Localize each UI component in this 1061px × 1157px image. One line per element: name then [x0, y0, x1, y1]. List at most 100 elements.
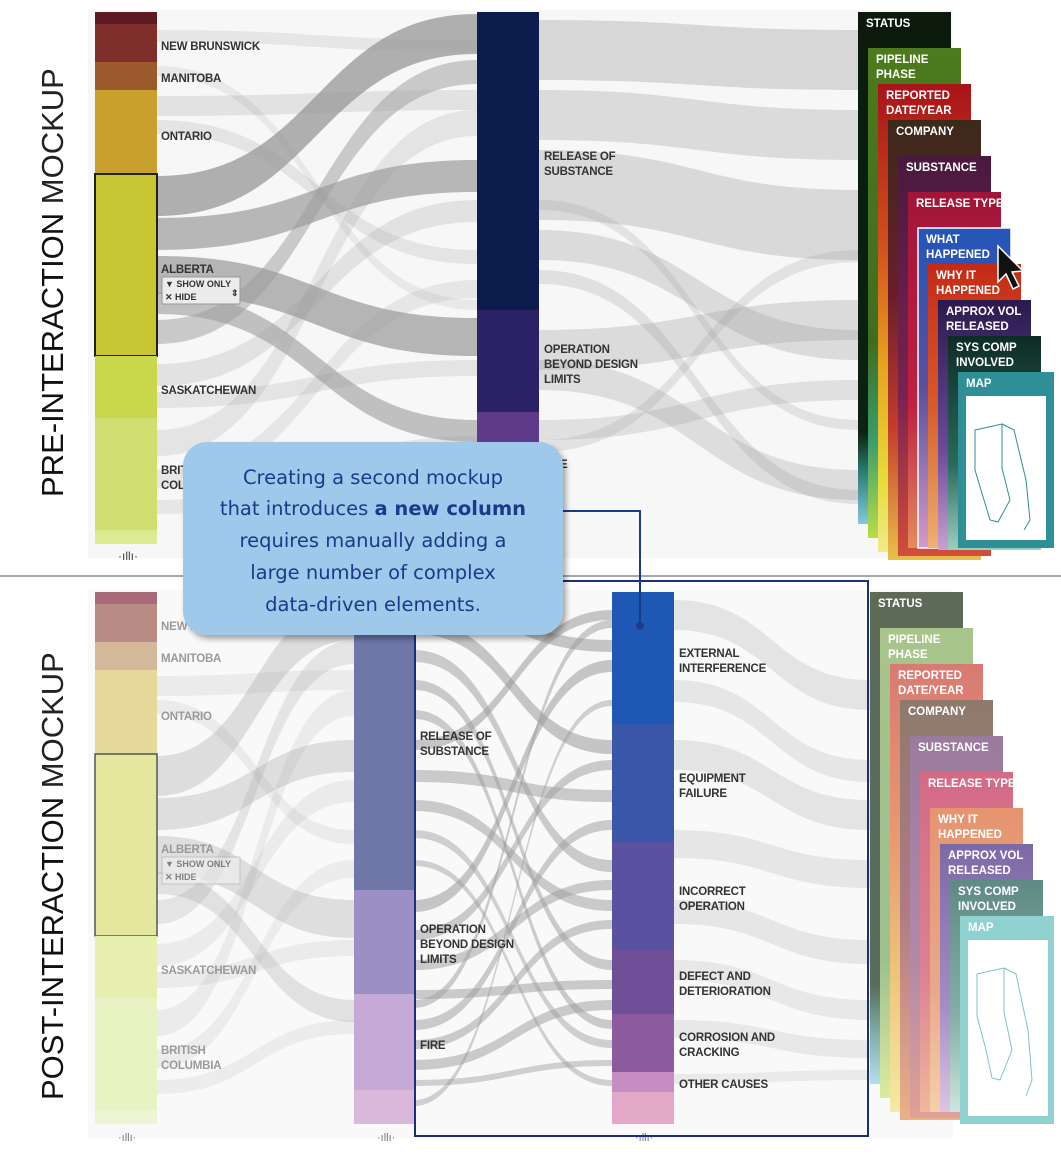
province-bar-new-brunswick[interactable]: [95, 604, 157, 642]
category-label-operation-line2: BEYOND DESIGN: [544, 359, 638, 371]
flow-ribbon: [414, 1000, 612, 1070]
flow-ribbon: [157, 90, 477, 116]
column-drag-handle-icon[interactable]: ·ıllı·: [635, 1132, 653, 1144]
callout-line-5: data-driven elements.: [265, 593, 481, 616]
tab-label-status: STATUS: [878, 598, 923, 610]
column-drag-handle-icon[interactable]: ·ıllı·: [377, 1132, 395, 1144]
cause-bar-corrosion-and-cracking[interactable]: [612, 1014, 674, 1072]
map-outline: [976, 967, 1013, 1081]
category-bar-release-of-substance[interactable]: [354, 592, 414, 890]
flow-ribbon: [157, 360, 477, 408]
province-bar-british-columbia[interactable]: [95, 418, 157, 530]
callout-line-4: large number of complex: [250, 561, 496, 584]
flow-ribbon: [157, 700, 354, 844]
category-bar-release-of-substance[interactable]: [477, 12, 539, 310]
province-bar-ontario[interactable]: [95, 90, 157, 174]
category-bar-operation-beyond-design-limits[interactable]: [477, 310, 539, 412]
category-label-release: RELEASE OF: [544, 151, 616, 163]
filter-control[interactable]: ▼ SHOW ONLY ✕ HIDE: [161, 856, 241, 885]
province-label-ontario: ONTARIO: [161, 131, 212, 143]
stepper-icon[interactable]: ⇕: [231, 288, 239, 298]
province-bar-british-columbia[interactable]: [95, 998, 157, 1110]
top-flows: [157, 14, 477, 514]
cause-bar-other-causes[interactable]: [612, 1072, 674, 1092]
tab-label-what: WHAT: [926, 234, 960, 246]
province-bar-segment[interactable]: [95, 12, 157, 24]
bottom-category-column[interactable]: [354, 592, 414, 1124]
hide-option[interactable]: ✕ HIDE: [165, 872, 197, 882]
category-bar-other[interactable]: [354, 1090, 414, 1124]
category-label-fire: FIRE: [420, 1040, 446, 1052]
tab-label-what-line2: HAPPENED: [926, 249, 990, 261]
bottom-column-tabs[interactable]: STATUS PIPELINE PHASE REPORTED DATE/YEAR…: [870, 592, 1054, 1124]
category-bar-fire[interactable]: [354, 994, 414, 1090]
province-bar-segment[interactable]: [95, 592, 157, 604]
tab-label-sys-line2: INVOLVED: [956, 357, 1014, 369]
province-bar-manitoba[interactable]: [95, 62, 157, 90]
province-label-manitoba: MANITOBA: [161, 653, 221, 665]
province-label-alberta: ALBERTA: [161, 264, 214, 276]
annotation-callout: Creating a second mockup that introduces…: [183, 442, 563, 635]
tab-label-reported: REPORTED: [898, 670, 962, 682]
category-label-operation-line3: LIMITS: [420, 954, 457, 966]
flow-ribbon: [157, 1020, 354, 1094]
province-label-manitoba: MANITOBA: [161, 73, 221, 85]
province-label-new-brunswick: NEW BRUNSWICK: [161, 41, 261, 53]
map-panel[interactable]: [968, 940, 1048, 1116]
flow-ribbon: [414, 820, 612, 1030]
show-only-option[interactable]: ▼ SHOW ONLY: [165, 279, 231, 289]
filter-control[interactable]: ▼ SHOW ONLY ✕ HIDE ⇕: [161, 276, 241, 305]
province-bar-saskatchewan[interactable]: [95, 936, 157, 998]
tab-label-status: STATUS: [866, 18, 911, 30]
tab-label-why: WHY IT: [936, 270, 976, 282]
map-panel[interactable]: [966, 396, 1046, 540]
top-category-column[interactable]: [477, 12, 539, 472]
column-drag-handle-icon[interactable]: ·ıllı·: [118, 549, 138, 563]
tab-label-vol-line2: RELEASED: [946, 321, 1009, 333]
callout-line-1: Creating a second mockup: [243, 466, 503, 489]
new-cause-column[interactable]: [612, 592, 674, 1124]
tab-label-vol-line2: RELEASED: [948, 865, 1011, 877]
flow-ribbon: [157, 670, 354, 696]
tab-label-company: COMPANY: [896, 126, 954, 138]
province-bar-segment[interactable]: [95, 1110, 157, 1124]
top-column-tabs[interactable]: STATUS PIPELINE PHASE REPORTED DATE/YEAR…: [858, 12, 1054, 560]
flow-ribbon: [157, 640, 354, 924]
flow-ribbon: [157, 292, 477, 442]
province-bar-manitoba[interactable]: [95, 642, 157, 670]
flow-ribbon: [674, 900, 870, 964]
cause-label-external-line2: INTERFERENCE: [679, 663, 767, 675]
flow-ribbon: [157, 940, 354, 988]
flow-ribbon: [674, 740, 870, 830]
province-bar-saskatchewan[interactable]: [95, 356, 157, 418]
province-bar-alberta[interactable]: [94, 173, 158, 357]
flow-ribbon: [539, 300, 858, 370]
cause-bar-external-interference[interactable]: [612, 592, 674, 724]
cause-bar-incorrect-operation[interactable]: [612, 842, 674, 950]
column-drag-handle-icon[interactable]: ·ıllı·: [118, 1132, 136, 1144]
province-bar-ontario[interactable]: [95, 670, 157, 754]
province-bar-alberta[interactable]: [94, 753, 158, 937]
top-province-column[interactable]: [94, 12, 158, 544]
category-bar-operation-beyond-design-limits[interactable]: [354, 890, 414, 994]
flow-ribbon: [539, 270, 858, 504]
callout-box: [183, 442, 563, 635]
cause-bar-defect-and-deterioration[interactable]: [612, 950, 674, 1014]
hide-option[interactable]: ✕ HIDE: [165, 292, 197, 302]
flow-ribbon: [414, 1060, 612, 1086]
flow-ribbon: [157, 110, 477, 456]
tab-label-reported: REPORTED: [886, 90, 950, 102]
flow-ribbon: [414, 920, 612, 1049]
category-label-operation-line3: LIMITS: [544, 374, 581, 386]
show-only-option[interactable]: ▼ SHOW ONLY: [165, 859, 231, 869]
tab-label-pipeline-line2: PHASE: [888, 649, 928, 661]
cause-label-incorrect: INCORRECT: [679, 886, 746, 898]
bottom-province-column[interactable]: [94, 592, 158, 1124]
flow-ribbon: [157, 66, 477, 310]
cause-bar-segment[interactable]: [612, 1092, 674, 1124]
province-bar-new-brunswick[interactable]: [95, 24, 157, 62]
flow-ribbon: [414, 860, 612, 1086]
flow-ribbon: [539, 250, 858, 452]
province-bar-segment[interactable]: [95, 530, 157, 544]
cause-bar-equipment-failure[interactable]: [612, 724, 674, 842]
